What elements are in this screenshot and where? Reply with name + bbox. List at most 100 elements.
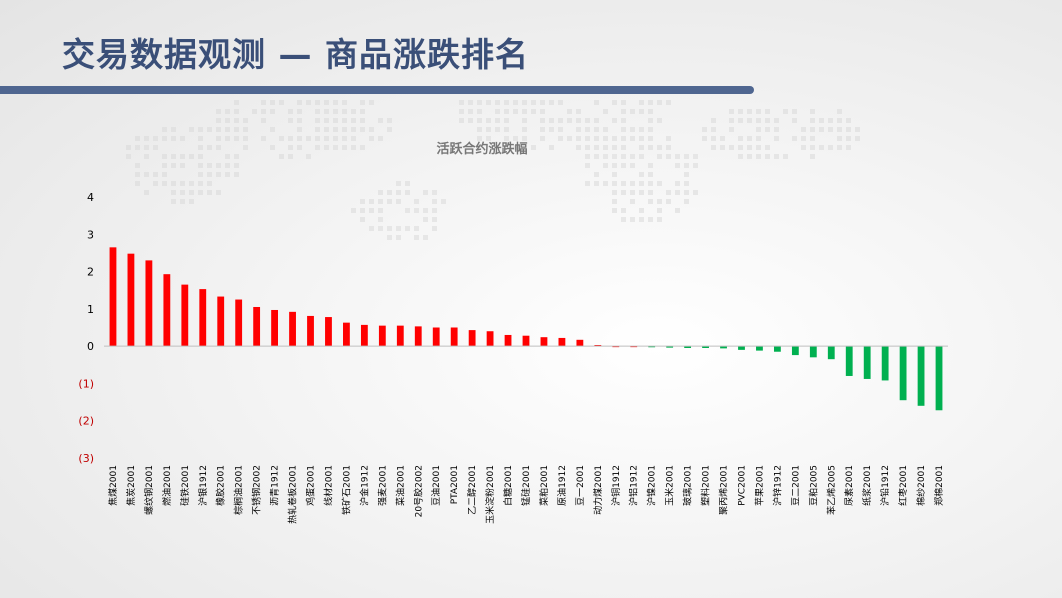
map-dot <box>513 136 518 141</box>
map-dot <box>378 226 383 231</box>
map-dot <box>594 154 599 159</box>
map-dot <box>594 100 599 105</box>
map-dot <box>783 154 788 159</box>
map-dot <box>540 127 545 132</box>
bar <box>845 346 853 376</box>
y-tick-label: (2) <box>78 415 94 428</box>
map-dot <box>387 127 392 132</box>
map-dot <box>720 145 725 150</box>
map-dot <box>153 172 158 177</box>
map-dot <box>504 136 509 141</box>
map-dot <box>477 127 482 132</box>
map-dot <box>216 118 221 123</box>
map-dot <box>216 172 221 177</box>
map-dot <box>810 145 815 150</box>
map-dot <box>225 163 230 168</box>
map-dot <box>612 181 617 186</box>
map-dot <box>693 190 698 195</box>
map-dot <box>621 181 626 186</box>
y-tick-label: 1 <box>87 303 94 316</box>
map-dot <box>594 136 599 141</box>
map-dot <box>225 136 230 141</box>
map-dot <box>774 136 779 141</box>
map-dot <box>324 145 329 150</box>
map-dot <box>837 127 842 132</box>
map-dot <box>621 208 626 213</box>
map-dot <box>558 136 563 141</box>
map-dot <box>261 100 266 105</box>
map-dot <box>423 208 428 213</box>
map-dot <box>792 136 797 141</box>
map-dot <box>261 118 266 123</box>
map-dot <box>612 190 617 195</box>
map-dot <box>648 100 653 105</box>
map-dot <box>279 154 284 159</box>
map-dot <box>387 235 392 240</box>
map-dot <box>585 136 590 141</box>
map-dot <box>315 100 320 105</box>
map-dot <box>693 163 698 168</box>
map-dot <box>603 109 608 114</box>
bar <box>360 324 368 347</box>
map-dot <box>585 118 590 123</box>
map-dot <box>657 154 662 159</box>
map-dot <box>135 172 140 177</box>
y-tick-label: 0 <box>87 340 94 353</box>
map-dot <box>801 136 806 141</box>
x-tick-label: 不锈钢2002 <box>251 465 263 515</box>
x-tick-label: 菜油2001 <box>394 465 406 506</box>
map-dot <box>351 208 356 213</box>
bar <box>756 346 763 351</box>
x-tick-label: 豆二2001 <box>790 465 801 506</box>
map-dot <box>585 145 590 150</box>
map-dot <box>144 154 149 159</box>
map-dot <box>378 136 383 141</box>
map-dot <box>639 100 644 105</box>
bar <box>809 346 817 358</box>
x-tick-label: 豆油2001 <box>430 465 442 506</box>
map-dot <box>612 136 617 141</box>
x-tick-label: 玉米2001 <box>664 465 676 506</box>
bar <box>414 326 422 347</box>
map-dot <box>648 181 653 186</box>
map-dot <box>387 226 392 231</box>
map-dot <box>234 109 239 114</box>
map-dot <box>171 190 176 195</box>
map-dot <box>369 208 374 213</box>
bar <box>899 346 907 401</box>
map-dot <box>549 100 554 105</box>
bar <box>199 289 207 347</box>
map-dot <box>324 127 329 132</box>
map-dot <box>387 199 392 204</box>
map-dot <box>684 190 689 195</box>
map-dot <box>828 145 833 150</box>
map-dot <box>531 100 536 105</box>
map-dot <box>270 109 275 114</box>
map-dot <box>639 136 644 141</box>
x-tick-label: 20号胶2002 <box>412 465 424 517</box>
map-dot <box>639 172 644 177</box>
y-tick-label: 4 <box>87 191 94 204</box>
map-dot <box>459 100 464 105</box>
bar <box>432 327 440 347</box>
map-dot <box>351 145 356 150</box>
map-dot <box>423 235 428 240</box>
map-dot <box>594 127 599 132</box>
map-dot <box>792 109 797 114</box>
map-dot <box>387 118 392 123</box>
map-dot <box>234 127 239 132</box>
x-tick-label: 棉纱2001 <box>915 465 927 506</box>
map-dot <box>675 163 680 168</box>
chart-title: 活跃合约涨跌幅 <box>436 141 527 157</box>
map-dot <box>639 208 644 213</box>
x-tick-label: 沪铅1912 <box>879 465 891 506</box>
map-dot <box>171 127 176 132</box>
map-dot <box>234 154 239 159</box>
map-dot <box>477 109 482 114</box>
map-dot <box>855 127 860 132</box>
map-dot <box>288 118 293 123</box>
map-dot <box>585 127 590 132</box>
map-dot <box>351 118 356 123</box>
map-dot <box>585 154 590 159</box>
bar <box>396 325 404 347</box>
